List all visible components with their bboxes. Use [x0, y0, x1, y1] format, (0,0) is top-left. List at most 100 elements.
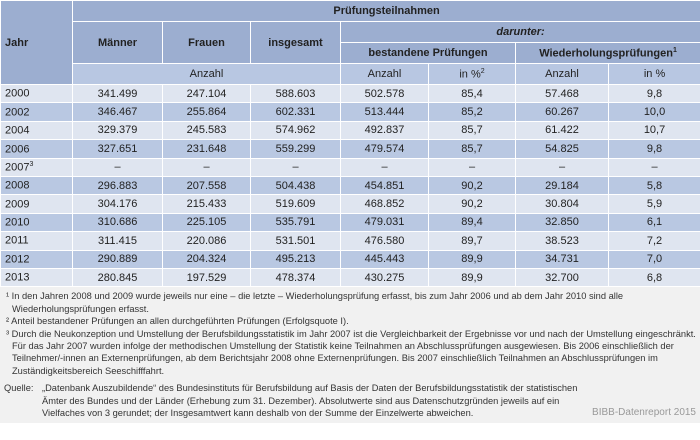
cell-ba: 479.574	[340, 139, 429, 159]
cell-ba: –	[340, 157, 429, 177]
unit-anzahl: Anzahl	[340, 63, 429, 85]
cell-wp: 9,8	[607, 139, 700, 159]
cell-jahr: 2012	[0, 249, 73, 269]
cell-bp: 90,2	[428, 194, 516, 214]
header-frauen: Frauen	[162, 21, 251, 64]
cell-g: 531.501	[250, 231, 341, 251]
unit-pct: in %2	[428, 63, 516, 85]
cell-g: 559.299	[250, 139, 341, 159]
cell-wa: 38.523	[515, 231, 609, 251]
cell-g: 535.791	[250, 212, 341, 233]
header-wiederholung: Wiederholungsprüfungen1	[514, 42, 700, 64]
cell-jahr: 2008	[0, 175, 73, 196]
cell-wa: 29.184	[515, 175, 609, 196]
cell-jahr: 2009	[0, 194, 73, 214]
header-group: Prüfungsteilnahmen	[71, 0, 700, 22]
cell-g: 574.962	[250, 120, 341, 141]
cell-wa: 30.804	[515, 194, 609, 214]
cell-wa: 54.825	[515, 139, 609, 159]
footnote-3: ³ Durch die Neukonzeption und Umstellung…	[6, 328, 696, 376]
cell-f: 207.558	[162, 175, 251, 196]
cell-wp: 6,1	[607, 212, 700, 233]
header-jahr: Jahr	[0, 0, 73, 85]
cell-wa: 61.422	[515, 120, 609, 141]
cell-jahr: 2011	[0, 231, 73, 251]
credit: BIBB-Datenreport 2015	[592, 406, 696, 418]
footnote-2: ² Anteil bestandener Prüfungen an allen …	[6, 316, 349, 327]
cell-ba: 513.444	[340, 102, 429, 122]
cell-bp: 85,7	[428, 120, 516, 141]
cell-g: 478.374	[250, 267, 341, 288]
table-row: 2011 311.415 220.086 531.501 476.580 89,7 38.5…	[0, 231, 700, 251]
cell-ba: 468.852	[340, 194, 429, 214]
cell-jahr: 2004	[0, 120, 73, 141]
cell-wa: 34.731	[515, 249, 609, 269]
cell-wa: 60.267	[515, 102, 609, 122]
table-row: 2004 329.379 245.583 574.962 492.837 85,7 61.4…	[0, 120, 700, 141]
cell-bp: 85,7	[428, 139, 516, 159]
cell-ba: 502.578	[340, 83, 429, 104]
cell-m: 296.883	[72, 175, 163, 196]
cell-m: 310.686	[72, 212, 163, 233]
cell-m: –	[72, 157, 163, 177]
table-row: 2013 280.845 197.529 478.374 430.275 89,9 32.7…	[0, 267, 700, 288]
cell-wa: 32.850	[515, 212, 609, 233]
pruefungsteilnahmen-table: Jahr Prüfungsteilnahmen Männer Frauen in…	[0, 0, 700, 288]
cell-f: 197.529	[162, 267, 251, 288]
cell-m: 311.415	[72, 231, 163, 251]
cell-jahr: 2002	[0, 102, 73, 122]
cell-bp: –	[428, 157, 516, 177]
cell-ba: 476.580	[340, 231, 429, 251]
table-row: 2010 310.686 225.105 535.791 479.031 89,4 32.8…	[0, 212, 700, 233]
cell-wp: 7,2	[607, 231, 700, 251]
cell-jahr: 2000	[0, 83, 73, 104]
cell-bp: 85,2	[428, 102, 516, 122]
cell-jahr: 2006	[0, 139, 73, 159]
cell-bp: 89,9	[428, 249, 516, 269]
cell-g: 519.609	[250, 194, 341, 214]
cell-jahr: 2010	[0, 212, 73, 233]
cell-wp: 5,9	[607, 194, 700, 214]
table-row: 2012 290.889 204.324 495.213 445.443 89,9 34.7…	[0, 249, 700, 269]
footnote-1: ¹ In den Jahren 2008 und 2009 wurde jewe…	[6, 291, 624, 314]
cell-f: 255.864	[162, 102, 251, 122]
header-maenner: Männer	[72, 21, 163, 64]
cell-bp: 89,9	[428, 267, 516, 288]
cell-f: –	[162, 157, 251, 177]
header-insgesamt: insgesamt	[250, 21, 341, 64]
cell-m: 290.889	[72, 249, 163, 269]
cell-wp: 10,7	[607, 120, 700, 141]
source-label: Quelle:	[4, 383, 34, 394]
footnotes: ¹ In den Jahren 2008 und 2009 wurde jewe…	[0, 287, 700, 424]
cell-f: 247.104	[162, 83, 251, 104]
cell-wa: –	[515, 157, 609, 177]
cell-wp: 9,8	[607, 83, 700, 104]
cell-bp: 90,2	[428, 175, 516, 196]
table-row: 2009 304.176 215.433 519.609 468.852 90,2 30.8…	[0, 194, 700, 214]
cell-ba: 479.031	[340, 212, 429, 233]
cell-g: 495.213	[250, 249, 341, 269]
cell-m: 329.379	[72, 120, 163, 141]
cell-bp: 89,4	[428, 212, 516, 233]
unit-anzahl: Anzahl	[72, 63, 341, 85]
cell-f: 204.324	[162, 249, 251, 269]
cell-g: 588.603	[250, 83, 341, 104]
cell-f: 231.648	[162, 139, 251, 159]
table-row: 20073– – – – – – –	[0, 157, 700, 177]
cell-ba: 445.443	[340, 249, 429, 269]
cell-ba: 454.851	[340, 175, 429, 196]
cell-wa: 32.700	[515, 267, 609, 288]
cell-m: 327.651	[72, 139, 163, 159]
cell-g: 504.438	[250, 175, 341, 196]
cell-g: –	[250, 157, 341, 177]
cell-m: 280.845	[72, 267, 163, 288]
cell-f: 245.583	[162, 120, 251, 141]
cell-wp: 5,8	[607, 175, 700, 196]
cell-wa: 57.468	[515, 83, 609, 104]
cell-ba: 430.275	[340, 267, 429, 288]
table-row: 2002 346.467 255.864 602.331 513.444 85,2 60.2…	[0, 102, 700, 122]
cell-m: 346.467	[72, 102, 163, 122]
unit-pct: in %	[607, 63, 700, 85]
source: Quelle: „Datenbank Auszubildende“ des Bu…	[4, 382, 696, 419]
table-row: 2006 327.651 231.648 559.299 479.574 85,7 54.8…	[0, 139, 700, 159]
